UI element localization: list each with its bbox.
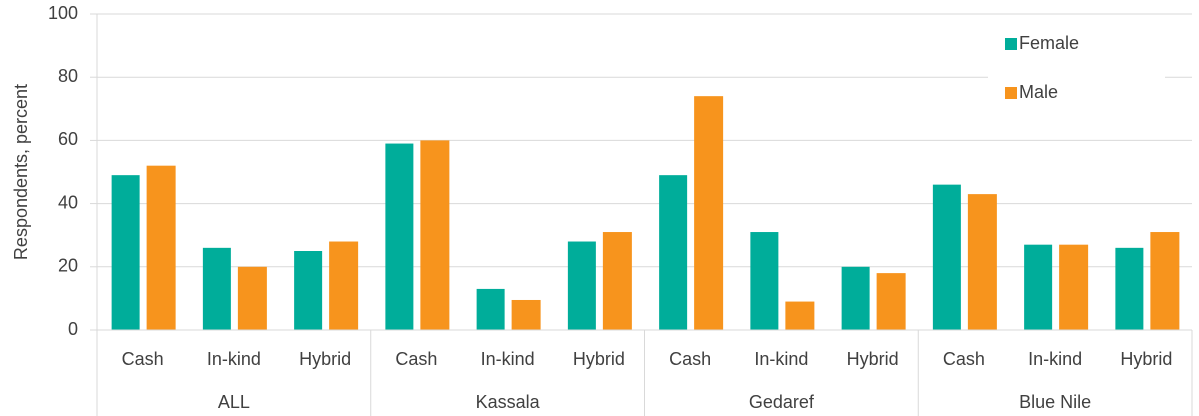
- x-tick-label: In-kind: [481, 349, 535, 369]
- bar: [967, 194, 997, 330]
- group-label: Blue Nile: [1019, 392, 1091, 412]
- y-axis-label: Respondents, percent: [11, 84, 31, 260]
- bar: [420, 140, 450, 330]
- x-tick-label: In-kind: [1028, 349, 1082, 369]
- bar: [932, 184, 961, 330]
- x-tick-label: Hybrid: [573, 349, 625, 369]
- legend-label: Female: [1019, 33, 1079, 53]
- group-label: ALL: [218, 392, 250, 412]
- bar: [659, 175, 688, 330]
- legend-box: [988, 28, 1165, 104]
- y-tick-label: 80: [58, 66, 78, 86]
- bar: [1115, 247, 1144, 330]
- x-tick-label: Hybrid: [1120, 349, 1172, 369]
- bar: [876, 273, 906, 330]
- bar: [294, 251, 323, 330]
- bar: [694, 96, 724, 330]
- bar: [785, 301, 815, 330]
- bar: [602, 232, 632, 330]
- bar: [750, 232, 779, 330]
- bar: [385, 143, 414, 330]
- bar: [146, 165, 176, 330]
- y-tick-label: 100: [48, 3, 78, 23]
- bar: [1024, 244, 1053, 330]
- x-tick-label: Cash: [943, 349, 985, 369]
- bar: [1150, 232, 1180, 330]
- x-tick-label: In-kind: [754, 349, 808, 369]
- bar: [237, 266, 267, 330]
- x-tick-label: Cash: [669, 349, 711, 369]
- y-tick-label: 0: [68, 319, 78, 339]
- group-label: Kassala: [476, 392, 541, 412]
- bar: [111, 175, 140, 330]
- bar: [329, 241, 359, 330]
- y-tick-label: 60: [58, 129, 78, 149]
- bar: [841, 266, 870, 330]
- x-tick-label: Hybrid: [847, 349, 899, 369]
- x-tick-label: Cash: [122, 349, 164, 369]
- bar: [1059, 244, 1089, 330]
- x-tick-label: In-kind: [207, 349, 261, 369]
- bar: [202, 247, 231, 330]
- legend-swatch: [1005, 38, 1017, 50]
- x-tick-label: Cash: [395, 349, 437, 369]
- group-label: Gedaref: [749, 392, 815, 412]
- x-tick-label: Hybrid: [299, 349, 351, 369]
- y-tick-label: 40: [58, 192, 78, 212]
- y-tick-label: 20: [58, 256, 78, 276]
- bar: [567, 241, 596, 330]
- bar: [476, 288, 505, 330]
- legend-label: Male: [1019, 82, 1058, 102]
- bar: [511, 299, 541, 330]
- legend-swatch: [1005, 87, 1017, 99]
